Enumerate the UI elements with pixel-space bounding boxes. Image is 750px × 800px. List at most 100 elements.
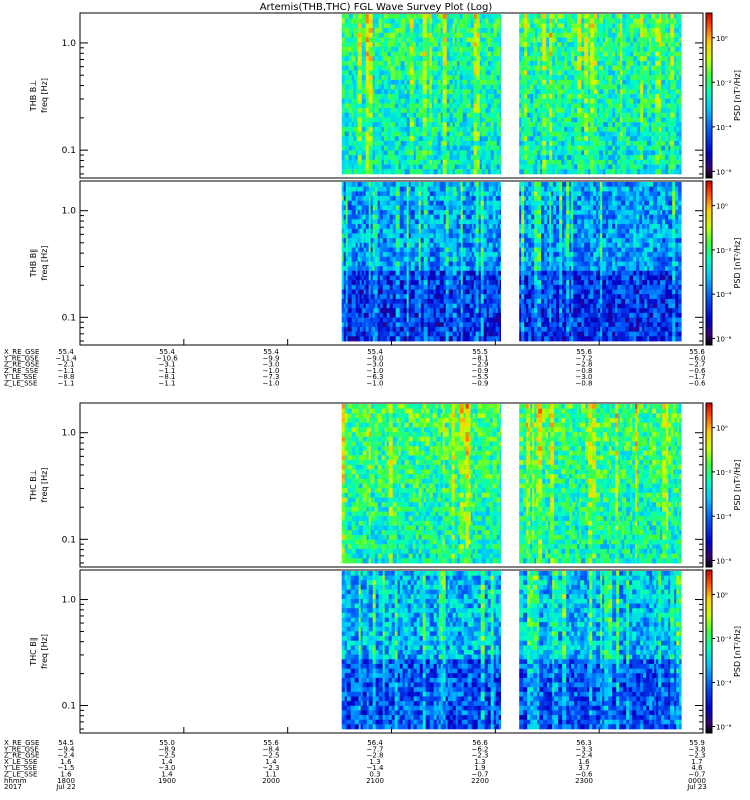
ephemeris-value: −3.3 xyxy=(576,745,593,753)
ephemeris-value: 55.4 xyxy=(159,348,175,356)
panel-frame xyxy=(79,12,704,179)
colorbar-tick-label: 10⁰ xyxy=(716,35,728,43)
ephemeris-value: 1.4 xyxy=(265,758,277,766)
ephemeris-value: −2.5 xyxy=(159,752,176,760)
ephemeris-value: −1.0 xyxy=(367,367,384,375)
y-axis-label: THB B⊥ xyxy=(29,80,38,112)
ephemeris-value: 1.6 xyxy=(60,758,72,766)
ephemeris-value: −1.1 xyxy=(58,380,75,388)
ephemeris-value: 55.6 xyxy=(576,348,592,356)
ephemeris-value: 1.4 xyxy=(161,771,173,779)
y-axis-label: freq [Hz] xyxy=(40,468,49,503)
colorbar xyxy=(705,12,713,179)
time-tick-label: 2200 xyxy=(471,777,489,785)
ephemeris-value: −1.1 xyxy=(159,380,176,388)
ephemeris-value: 56.3 xyxy=(576,739,592,747)
time-tick-label: 0000 xyxy=(688,777,706,785)
ephemeris-value: −11.4 xyxy=(55,354,77,362)
ephemeris-row-label: X_LE_SSE xyxy=(4,758,37,766)
y-tick-label: 1.0 xyxy=(62,39,77,49)
ephemeris-value: 55.5 xyxy=(472,348,488,356)
ephemeris-value: −8.9 xyxy=(159,745,176,753)
y-axis-label: freq [Hz] xyxy=(40,246,49,281)
y-tick-label: 1.0 xyxy=(62,596,77,606)
ephemeris-value: −1.7 xyxy=(689,373,706,381)
ephemeris-value: −0.6 xyxy=(689,380,707,388)
ephemeris-value: 55.6 xyxy=(689,348,705,356)
ephemeris-value: −7.2 xyxy=(576,354,593,362)
time-tick-label: 2300 xyxy=(575,777,593,785)
ephemeris-value: 55.9 xyxy=(689,739,705,747)
ephemeris-value: −2.9 xyxy=(472,361,489,369)
ephemeris-value: −9.4 xyxy=(58,745,76,753)
ephemeris-value: −9.9 xyxy=(263,354,280,362)
ephemeris-value: −0.9 xyxy=(472,380,489,388)
ephemeris-value: −2.1 xyxy=(58,361,75,369)
ephemeris-row-label: Z_LE_SSE xyxy=(4,380,37,388)
ephemeris-value: 1.4 xyxy=(161,758,173,766)
colorbar-tick-label: 10⁻⁶ xyxy=(716,168,732,176)
spectrogram-cells xyxy=(341,571,682,730)
ephemeris-value: −9.0 xyxy=(367,354,384,362)
time-tick-label: 1900 xyxy=(158,777,176,785)
ephemeris-value: −0.9 xyxy=(472,367,489,375)
colorbar-label: PSD [nT²/Hz] xyxy=(733,626,742,677)
spectrogram-cells xyxy=(341,404,682,564)
ephemeris-value: −2.5 xyxy=(263,752,280,760)
ephemeris-value: −3.1 xyxy=(159,361,176,369)
ephemeris-row-label: Z_RE_GSE xyxy=(4,752,39,760)
spectrogram-cells xyxy=(341,182,682,342)
ephemeris-row-label: Y_RE_GSE xyxy=(3,354,39,362)
colorbar-tick-label: 10⁻⁶ xyxy=(716,557,732,565)
ephemeris-value: 1.7 xyxy=(691,758,702,766)
ephemeris-value: 56.6 xyxy=(472,739,488,747)
ephemeris-value: −0.8 xyxy=(576,367,593,375)
ephemeris-value: −2.3 xyxy=(472,752,489,760)
ephemeris-value: −10.6 xyxy=(156,354,178,362)
ephemeris-value: 4.6 xyxy=(691,764,703,772)
ephemeris-value: −2.4 xyxy=(58,752,76,760)
panel-3: 1.0 0.1 THC B⊥ freq [Hz] 10⁰ 10⁻² 10⁻⁴ 10⁻⁶ PSD … xyxy=(29,402,742,568)
ephemeris-value: −3.8 xyxy=(689,745,706,753)
ephemeris-row-label: X_RE_GSE xyxy=(4,739,39,747)
ephemeris-value: −2.3 xyxy=(263,764,280,772)
ephemeris-value: −2.4 xyxy=(576,752,594,760)
ephemeris-value: −2.3 xyxy=(689,752,706,760)
colorbar-tick-label: 10⁰ xyxy=(716,203,728,211)
ephemeris-value: −2.8 xyxy=(367,752,384,760)
ephemeris-value: −6.2 xyxy=(472,745,489,753)
ephemeris-value: 55.0 xyxy=(159,739,175,747)
ephemeris-value: −8.1 xyxy=(159,373,176,381)
colorbar-tick-label: 10⁻⁴ xyxy=(716,124,732,132)
spectrogram-cells xyxy=(341,14,682,175)
colorbar-label: PSD [nT²/Hz] xyxy=(733,70,742,121)
ephemeris-value: 3.7 xyxy=(578,764,589,772)
time-tick-label: 2000 xyxy=(262,777,280,785)
panel-frame xyxy=(79,402,704,568)
ephemeris-value: −8.4 xyxy=(263,745,281,753)
ephemeris-value: −2.8 xyxy=(576,361,593,369)
colorbar-tick-label: 10⁻² xyxy=(716,469,732,477)
ephemeris-value: −1.1 xyxy=(58,367,75,375)
colorbar-label: PSD [nT²/Hz] xyxy=(733,238,742,289)
ephemeris-value: 1.3 xyxy=(369,758,380,766)
time-row-label: hhmm xyxy=(4,777,27,785)
ephemeris-row-label: Z_RE_GSE xyxy=(4,361,39,369)
y-axis-label: THC B∥ xyxy=(29,637,38,667)
ephemeris-value: −1.0 xyxy=(367,380,384,388)
ephemeris-value: −3.0 xyxy=(263,361,280,369)
colorbar-tick-label: 10⁻² xyxy=(716,635,732,643)
y-axis-label: THB B∥ xyxy=(29,249,38,278)
y-tick-label: 1.0 xyxy=(62,429,77,439)
time-tick-label: 1800 xyxy=(57,777,75,785)
date-row-label: 2017 xyxy=(4,783,22,791)
thb-ephemeris: X_RE_GSE 55.4 55.4 55.4 55.4 55.5 55.6 55.6 Y_RE… xyxy=(3,348,706,388)
ephemeris-value: 1.3 xyxy=(474,758,485,766)
ephemeris-value: −0.6 xyxy=(689,367,707,375)
ephemeris-value: 0.3 xyxy=(369,771,380,779)
y-axis-label: THC B⊥ xyxy=(29,469,38,502)
ephemeris-value: −5.5 xyxy=(472,373,489,381)
ephemeris-value: 1.6 xyxy=(578,758,590,766)
